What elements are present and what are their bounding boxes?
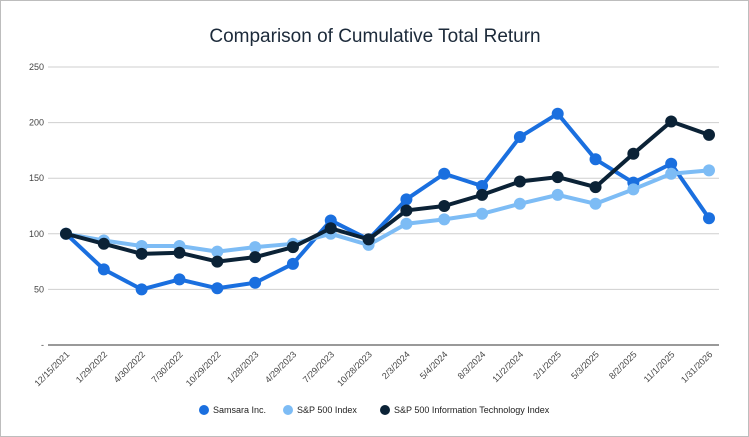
data-point: [135, 247, 148, 260]
data-point: [135, 283, 148, 296]
data-point: [249, 276, 262, 289]
data-point: [400, 217, 413, 230]
data-point: [513, 131, 526, 144]
x-tick-label: 1/29/2022: [74, 349, 109, 384]
x-tick-label: 4/30/2022: [112, 349, 147, 384]
x-tick-label: 12/15/2021: [32, 349, 71, 388]
series-0: [60, 107, 715, 296]
x-tick-label: 4/29/2023: [263, 349, 298, 384]
data-point: [211, 282, 224, 295]
data-point: [324, 222, 337, 235]
legend-marker: [199, 405, 209, 415]
data-point: [665, 157, 678, 170]
x-tick-label: 2/3/2024: [380, 349, 412, 381]
legend-label: S&P 500 Index: [297, 405, 357, 415]
data-point: [476, 207, 489, 220]
data-point: [589, 197, 602, 210]
data-point: [438, 200, 451, 212]
x-tick-label: 1/31/2026: [679, 349, 714, 384]
series-line: [64, 111, 711, 292]
x-tick-label: 11/1/2025: [642, 349, 677, 384]
y-tick-label: 100: [29, 229, 44, 239]
x-tick-label: 5/3/2025: [569, 349, 601, 381]
y-tick-label: 50: [34, 284, 44, 294]
data-point: [703, 212, 715, 225]
x-tick-label: 8/3/2024: [456, 349, 488, 381]
legend-marker: [380, 405, 390, 415]
data-point: [589, 181, 602, 194]
data-point: [173, 273, 186, 286]
data-point: [476, 188, 489, 201]
data-point: [286, 241, 299, 254]
series-line: [65, 119, 710, 264]
chart-title: Comparison of Cumulative Total Return: [209, 26, 540, 47]
series-1: [60, 164, 715, 258]
data-point: [286, 257, 299, 270]
data-point: [60, 227, 72, 240]
x-tick-label: 7/29/2023: [301, 349, 336, 384]
data-point: [173, 246, 186, 259]
y-tick-label: 150: [29, 173, 44, 183]
data-point: [211, 245, 224, 258]
data-point: [551, 188, 564, 201]
data-point: [703, 128, 715, 141]
series-2: [60, 115, 715, 268]
x-tick-label: 10/29/2022: [184, 349, 223, 388]
data-point: [249, 241, 262, 254]
x-tick-label: 2/1/2025: [531, 349, 563, 381]
data-point: [513, 175, 526, 188]
data-point: [627, 147, 640, 160]
data-point: [551, 171, 564, 184]
legend-label: Samsara Inc.: [213, 405, 266, 415]
data-point: [400, 204, 413, 217]
x-tick-label: 10/28/2023: [335, 349, 374, 388]
data-point: [362, 233, 375, 246]
data-point: [627, 183, 640, 196]
legend-marker: [283, 405, 293, 415]
x-tick-label: 11/2/2024: [490, 349, 525, 384]
x-tick-label: 1/28/2023: [225, 349, 260, 384]
data-point: [438, 167, 451, 180]
data-point: [97, 263, 110, 276]
data-point: [211, 255, 224, 268]
y-tick-label: 250: [29, 62, 44, 72]
series-line: [65, 168, 710, 254]
y-tick-label: -: [41, 340, 44, 350]
data-point: [97, 237, 110, 250]
data-point: [665, 115, 678, 128]
data-point: [551, 107, 564, 120]
data-point: [476, 179, 489, 192]
x-tick-label: 5/4/2024: [418, 349, 450, 381]
data-point: [665, 167, 678, 180]
y-tick-label: 200: [29, 118, 44, 128]
data-point: [513, 197, 526, 210]
data-point: [438, 213, 451, 226]
x-tick-label: 7/30/2022: [149, 349, 184, 384]
legend-label: S&P 500 Information Technology Index: [394, 405, 550, 415]
data-point: [703, 164, 715, 177]
data-point: [589, 153, 602, 166]
data-point: [400, 193, 413, 206]
x-tick-label: 8/2/2025: [607, 349, 639, 381]
data-point: [249, 251, 262, 264]
